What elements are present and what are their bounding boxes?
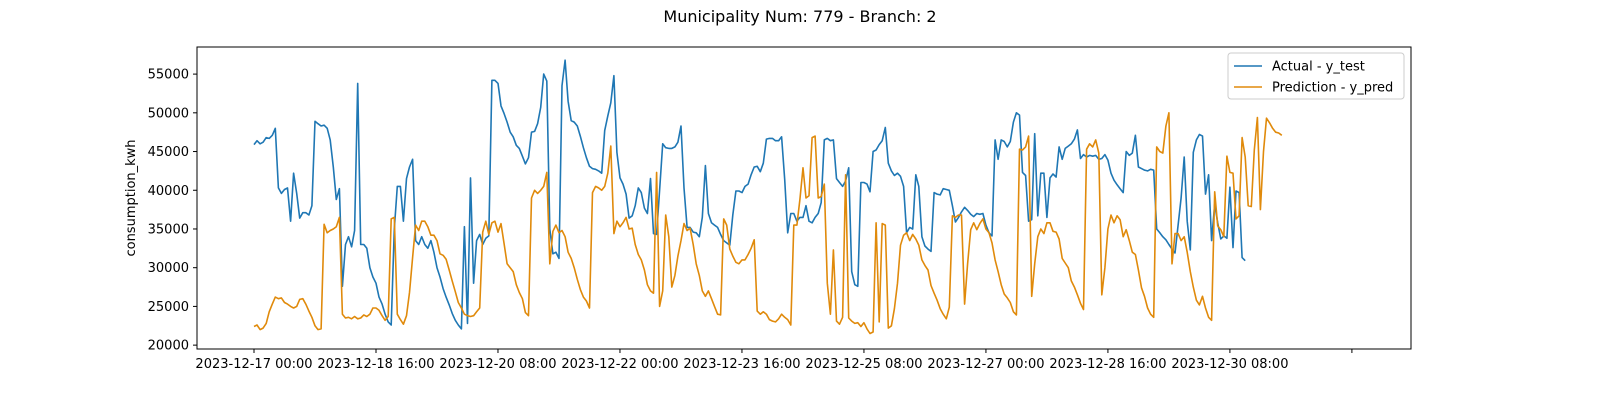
x-tick-label: 2023-12-17 00:00 bbox=[195, 357, 312, 372]
y-tick-label: 25000 bbox=[148, 300, 189, 315]
y-axis-title: consumption_kwh bbox=[124, 139, 139, 256]
chart-title: Municipality Num: 779 - Branch: 2 bbox=[663, 7, 936, 26]
x-tick-label: 2023-12-20 08:00 bbox=[439, 357, 556, 372]
legend-box bbox=[1227, 52, 1405, 100]
x-tick-label: 2023-12-22 00:00 bbox=[561, 357, 678, 372]
plot-frame bbox=[196, 46, 1412, 350]
x-tick-label: 2023-12-18 16:00 bbox=[317, 357, 434, 372]
y-tick-label: 30000 bbox=[148, 261, 189, 276]
x-tick-label: 2023-12-28 16:00 bbox=[1049, 357, 1166, 372]
legend-label-actual: Actual - y_test bbox=[1272, 60, 1365, 75]
x-axis: 2023-12-17 00:00 2023-12-18 16:00 2023-12-… bbox=[195, 349, 1353, 372]
x-tick-label: 2023-12-23 16:00 bbox=[683, 357, 800, 372]
legend: Actual - y_test Prediction - y_pred bbox=[1227, 52, 1405, 100]
x-tick-label: 2023-12-30 08:00 bbox=[1171, 357, 1288, 372]
series-line-actual bbox=[253, 59, 1246, 330]
y-tick-label: 50000 bbox=[148, 106, 189, 121]
y-tick-label: 20000 bbox=[148, 339, 189, 354]
y-tick-label: 45000 bbox=[148, 145, 189, 160]
series-layer bbox=[253, 59, 1283, 335]
y-axis: 20000 25000 30000 35000 40000 45000 50000 55000 bbox=[148, 68, 197, 354]
series-line-prediction bbox=[253, 112, 1283, 335]
legend-label-prediction: Prediction - y_pred bbox=[1272, 81, 1393, 96]
y-tick-label: 55000 bbox=[148, 68, 189, 83]
y-tick-label: 35000 bbox=[148, 222, 189, 237]
x-tick-label: 2023-12-27 00:00 bbox=[927, 357, 1044, 372]
y-tick-label: 40000 bbox=[148, 184, 189, 199]
x-tick-label: 2023-12-25 08:00 bbox=[805, 357, 922, 372]
